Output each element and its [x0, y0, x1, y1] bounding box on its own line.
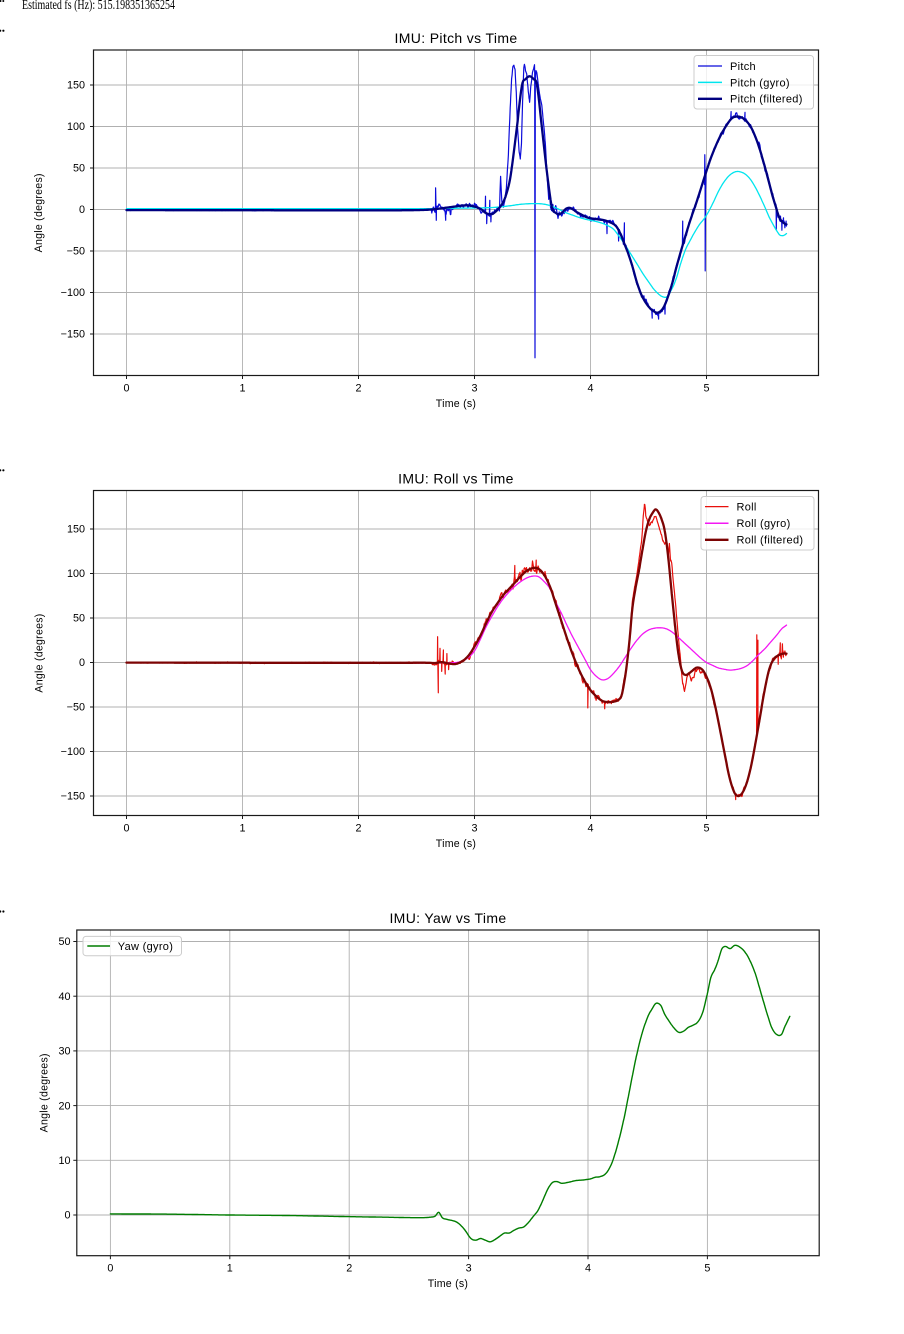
svg-text:5: 5 — [704, 1263, 710, 1275]
svg-text:Time (s): Time (s) — [436, 398, 476, 410]
svg-text:3: 3 — [471, 823, 477, 835]
svg-text:100: 100 — [67, 121, 85, 133]
svg-text:IMU: Roll vs Time: IMU: Roll vs Time — [398, 471, 514, 487]
svg-text:150: 150 — [67, 524, 85, 536]
svg-text:40: 40 — [58, 991, 70, 1003]
svg-text:1: 1 — [239, 823, 245, 835]
svg-text:10: 10 — [58, 1155, 70, 1167]
svg-text:Time (s): Time (s) — [428, 1278, 468, 1290]
svg-text:−150: −150 — [61, 791, 85, 803]
svg-text:150: 150 — [67, 80, 85, 92]
svg-text:Angle (degrees): Angle (degrees) — [39, 1053, 51, 1132]
svg-text:−100: −100 — [61, 287, 85, 299]
svg-text:50: 50 — [58, 936, 70, 948]
svg-text:Angle (degrees): Angle (degrees) — [34, 613, 46, 692]
svg-text:0: 0 — [79, 657, 85, 669]
svg-text:0: 0 — [123, 383, 129, 395]
svg-text:2: 2 — [346, 1263, 352, 1275]
svg-text:IMU: Pitch vs Time: IMU: Pitch vs Time — [395, 30, 518, 46]
svg-text:Pitch: Pitch — [730, 61, 756, 73]
svg-text:Angle (degrees): Angle (degrees) — [33, 173, 45, 252]
svg-text:Pitch (filtered): Pitch (filtered) — [730, 94, 803, 106]
svg-text:2: 2 — [355, 823, 361, 835]
svg-text:4: 4 — [585, 1263, 591, 1275]
svg-text:0: 0 — [123, 823, 129, 835]
svg-text:Roll: Roll — [737, 502, 757, 514]
svg-text:20: 20 — [58, 1100, 70, 1112]
svg-text:Roll (gyro): Roll (gyro) — [737, 518, 791, 530]
svg-text:30: 30 — [58, 1046, 70, 1058]
svg-text:Yaw (gyro): Yaw (gyro) — [118, 941, 173, 953]
svg-text:3: 3 — [466, 1263, 472, 1275]
svg-text:100: 100 — [67, 568, 85, 580]
svg-text:1: 1 — [239, 383, 245, 395]
svg-text:3: 3 — [471, 383, 477, 395]
svg-text:0: 0 — [107, 1263, 113, 1275]
svg-text:0: 0 — [64, 1210, 70, 1222]
svg-text:50: 50 — [73, 163, 85, 175]
svg-text:−150: −150 — [61, 329, 85, 341]
svg-text:Pitch (gyro): Pitch (gyro) — [730, 77, 790, 89]
svg-text:Estimated fs (Hz): 515.1983513: Estimated fs (Hz): 515.198351365254 — [22, 0, 175, 12]
svg-text:1: 1 — [227, 1263, 233, 1275]
svg-text:−100: −100 — [61, 746, 85, 758]
svg-text:2: 2 — [355, 383, 361, 395]
svg-text:IMU: Yaw vs Time: IMU: Yaw vs Time — [389, 910, 506, 926]
svg-text:4: 4 — [587, 383, 593, 395]
svg-text:−50: −50 — [67, 246, 85, 258]
svg-text:4: 4 — [587, 823, 593, 835]
svg-text:5: 5 — [703, 383, 709, 395]
svg-text:50: 50 — [73, 613, 85, 625]
svg-text:0: 0 — [79, 204, 85, 216]
svg-text:Time (s): Time (s) — [436, 838, 476, 850]
svg-text:−50: −50 — [67, 702, 85, 714]
svg-text:5: 5 — [703, 823, 709, 835]
svg-text:Roll (filtered): Roll (filtered) — [737, 535, 804, 547]
